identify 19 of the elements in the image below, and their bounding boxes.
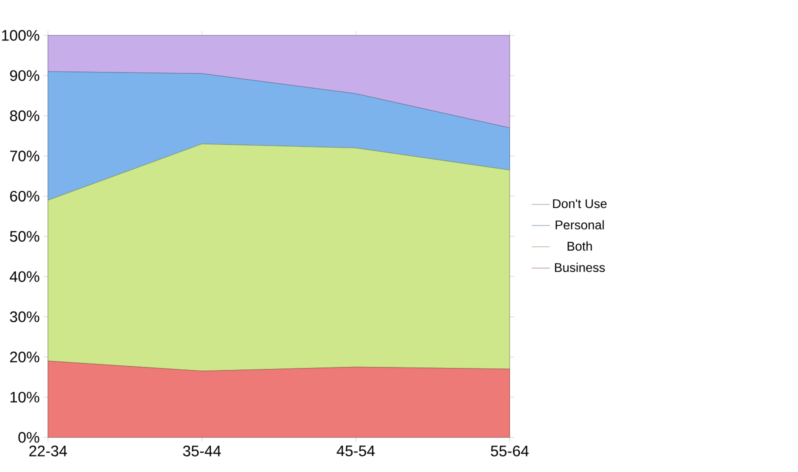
legend-label: Don't Use bbox=[553, 199, 607, 208]
legend-label: Both bbox=[568, 241, 592, 251]
legend-label: Business bbox=[555, 262, 605, 272]
y-tick-label: 30% bbox=[10, 311, 40, 322]
x-tick-label: 45-54 bbox=[336, 446, 375, 456]
y-tick-label: 50% bbox=[10, 231, 40, 242]
y-tick-label: 40% bbox=[10, 271, 40, 282]
y-tick-label: 10% bbox=[10, 392, 40, 403]
y-tick-label: 0% bbox=[18, 432, 40, 443]
y-tick-label: 90% bbox=[10, 70, 40, 82]
y-tick-label: 60% bbox=[10, 190, 40, 202]
legend-label: Personal bbox=[556, 220, 604, 230]
x-tick-label: 22-34 bbox=[29, 446, 67, 456]
y-tick-label: 20% bbox=[10, 352, 40, 362]
y-tick-label: 70% bbox=[10, 150, 40, 162]
y-tick-label: 100% bbox=[2, 30, 40, 41]
y-tick-label: 80% bbox=[10, 110, 40, 122]
x-tick-label: 55-64 bbox=[490, 446, 529, 456]
x-tick-label: 35-44 bbox=[183, 446, 221, 456]
